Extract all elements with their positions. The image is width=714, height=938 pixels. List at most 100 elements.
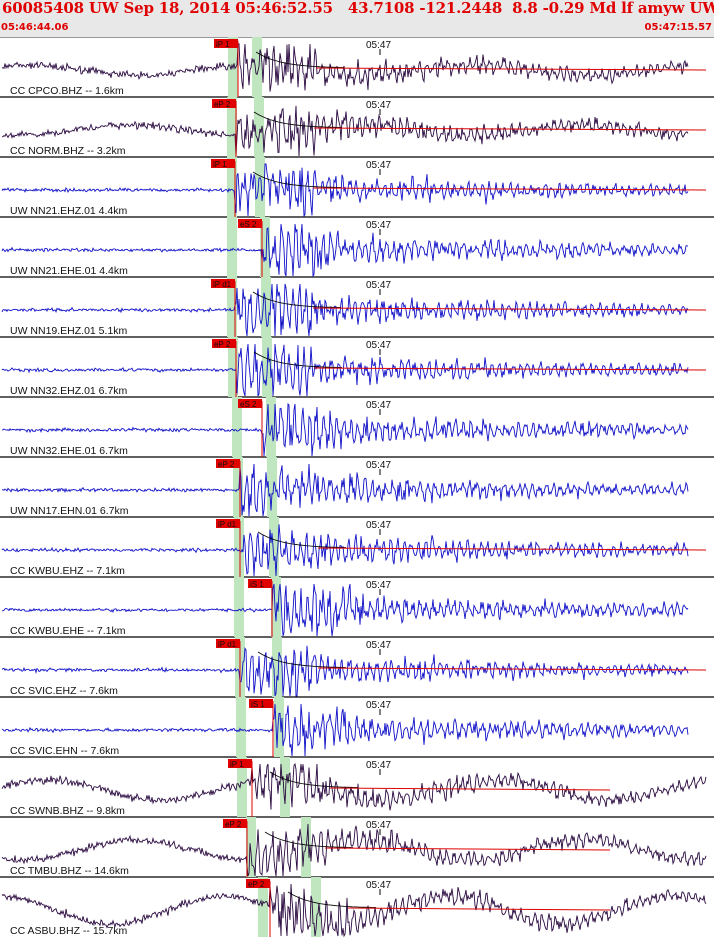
trace-row[interactable]: eS 2 05:47 UW NN32.EHE.01 6.7km	[1, 397, 689, 457]
station-label: CC SVIC.EHN -- 7.6km	[10, 745, 119, 757]
trace-row[interactable]: eP 2 05:47 UW NN32.EHZ.01 6.7km	[1, 337, 707, 397]
end-time-label: 05:47:15.57	[644, 22, 712, 33]
pick-window-band	[255, 157, 265, 217]
trace-row[interactable]: iS 1 05:47 CC KWBU.EHE -- 7.1km	[2, 577, 689, 637]
start-time-label: 05:46:44.06	[1, 22, 69, 33]
pick-window-band	[311, 877, 321, 937]
pick-window-band	[227, 157, 237, 217]
trace-panel[interactable]: iP 1 05:47 CC CPCO.BHZ -- 1.6km eP 2 05:47 CC…	[0, 37, 714, 938]
coda-baseline	[324, 847, 611, 851]
minute-label: 05:47	[366, 580, 391, 591]
pick-marker[interactable]	[214, 39, 238, 48]
pick-label: iP 1	[230, 760, 244, 769]
station-label: UW NN21.EHZ.01 4.4km	[10, 205, 128, 217]
pick-window-band	[267, 457, 277, 517]
pick-window-band	[227, 277, 237, 337]
pick-window-band	[227, 217, 237, 277]
pick-label: iP d1	[218, 640, 237, 649]
pick-marker[interactable]	[211, 159, 235, 168]
pick-window-band	[272, 637, 282, 697]
minute-label: 05:47	[366, 880, 391, 891]
trace-row[interactable]: iP d1 05:47 CC SVIC.EHZ -- 7.6km	[1, 637, 707, 697]
coda-curve	[255, 51, 345, 68]
station-label: CC KWBU.EHZ -- 7.1km	[10, 565, 125, 577]
pick-window-band	[258, 877, 268, 937]
minute-label: 05:47	[366, 400, 391, 411]
station-label: UW NN19.EHZ.01 5.1km	[10, 325, 128, 337]
pick-window-band	[232, 397, 242, 457]
pick-marker[interactable]	[249, 699, 273, 708]
waveform	[1, 283, 689, 337]
waveform	[2, 583, 689, 637]
coda-curve	[252, 171, 342, 188]
pick-marker[interactable]	[223, 819, 247, 828]
pick-marker[interactable]	[248, 579, 272, 588]
minute-label: 05:47	[366, 100, 391, 111]
station-label: UW NN32.EHZ.01 6.7km	[10, 385, 128, 397]
pick-label: eS 2	[240, 400, 257, 409]
pick-window-band	[254, 97, 264, 157]
pick-window-band	[234, 577, 244, 637]
pick-window-band	[233, 457, 243, 517]
station-label: CC ASBU.BHZ -- 15.7km	[10, 925, 128, 937]
pick-marker[interactable]	[212, 99, 236, 108]
pick-window-band	[271, 577, 281, 637]
trace-row[interactable]: eP 2 05:47 CC TMBU.BHZ -- 14.6km	[1, 817, 707, 877]
minute-label: 05:47	[366, 280, 391, 291]
pick-marker[interactable]	[212, 339, 236, 348]
trace-row[interactable]: iP d1 05:47 CC KWBU.EHZ -- 7.1km	[1, 517, 707, 577]
trace-row[interactable]: iP 1 05:47 CC SWNB.BHZ -- 9.8km	[1, 757, 707, 817]
pick-label: eP 2	[214, 340, 231, 349]
waveform	[1, 703, 689, 757]
pick-label: eP 2	[225, 820, 242, 829]
pick-marker[interactable]	[211, 279, 235, 288]
pick-marker[interactable]	[246, 879, 270, 888]
waveform	[1, 883, 707, 938]
event-header: 60085408 UW Sep 18, 2014 05:46:52.55 43.…	[0, 0, 714, 38]
pick-marker[interactable]	[216, 459, 240, 468]
trace-row[interactable]: eP 2 05:47 CC ASBU.BHZ -- 15.7km	[1, 877, 707, 938]
pick-window-band	[227, 97, 237, 157]
pick-marker[interactable]	[228, 759, 252, 768]
station-label: CC TMBU.BHZ -- 14.6km	[10, 865, 129, 877]
pick-window-band	[269, 517, 279, 577]
pick-window-band	[237, 757, 247, 817]
station-label: CC CPCO.BHZ -- 1.6km	[10, 85, 124, 97]
minute-label: 05:47	[366, 160, 391, 171]
trace-row[interactable]: eP 2 05:47 UW NN17.EHN.01 6.7km	[1, 457, 689, 517]
station-label: CC KWBU.EHE -- 7.1km	[10, 625, 126, 637]
trace-row[interactable]: eS 2 05:47 UW NN21.EHE.01 4.4km	[1, 217, 689, 278]
coda-baseline	[315, 67, 707, 71]
pick-label: eP 2	[218, 460, 235, 469]
trace-row[interactable]: iS 1 05:47 CC SVIC.EHN -- 7.6km	[1, 697, 689, 757]
pick-label: iP 1	[213, 160, 227, 169]
trace-row[interactable]: iP 1 05:47 UW NN21.EHZ.01 4.4km	[1, 157, 707, 218]
pick-marker[interactable]	[238, 219, 262, 228]
waveform	[1, 105, 689, 157]
station-label: UW NN32.EHE.01 6.7km	[10, 445, 128, 457]
pick-window-band	[260, 217, 270, 277]
pick-marker[interactable]	[216, 639, 240, 648]
trace-row[interactable]: eP 2 05:47 CC NORM.BHZ -- 3.2km	[1, 97, 707, 157]
coda-curve	[264, 831, 354, 848]
pick-marker[interactable]	[216, 519, 240, 528]
coda-curve	[257, 651, 347, 668]
station-label: CC NORM.BHZ -- 3.2km	[10, 145, 126, 157]
waveform	[1, 645, 689, 697]
coda-baseline	[313, 367, 707, 371]
pick-marker[interactable]	[238, 399, 262, 408]
pick-label: iP d1	[218, 520, 237, 529]
waveform	[1, 823, 707, 877]
pick-window-band	[246, 817, 256, 877]
waveform	[1, 524, 689, 577]
minute-label: 05:47	[366, 340, 391, 351]
trace-row[interactable]: iP 1 05:47 CC CPCO.BHZ -- 1.6km	[1, 37, 707, 97]
pick-window-band	[228, 337, 238, 397]
coda-curve	[257, 531, 347, 548]
trace-row[interactable]: iP d1 05:47 UW NN19.EHZ.01 5.1km	[1, 277, 707, 337]
coda-curve	[252, 291, 342, 308]
coda-baseline	[329, 787, 611, 791]
coda-baseline	[312, 187, 707, 191]
waveform	[1, 402, 689, 457]
